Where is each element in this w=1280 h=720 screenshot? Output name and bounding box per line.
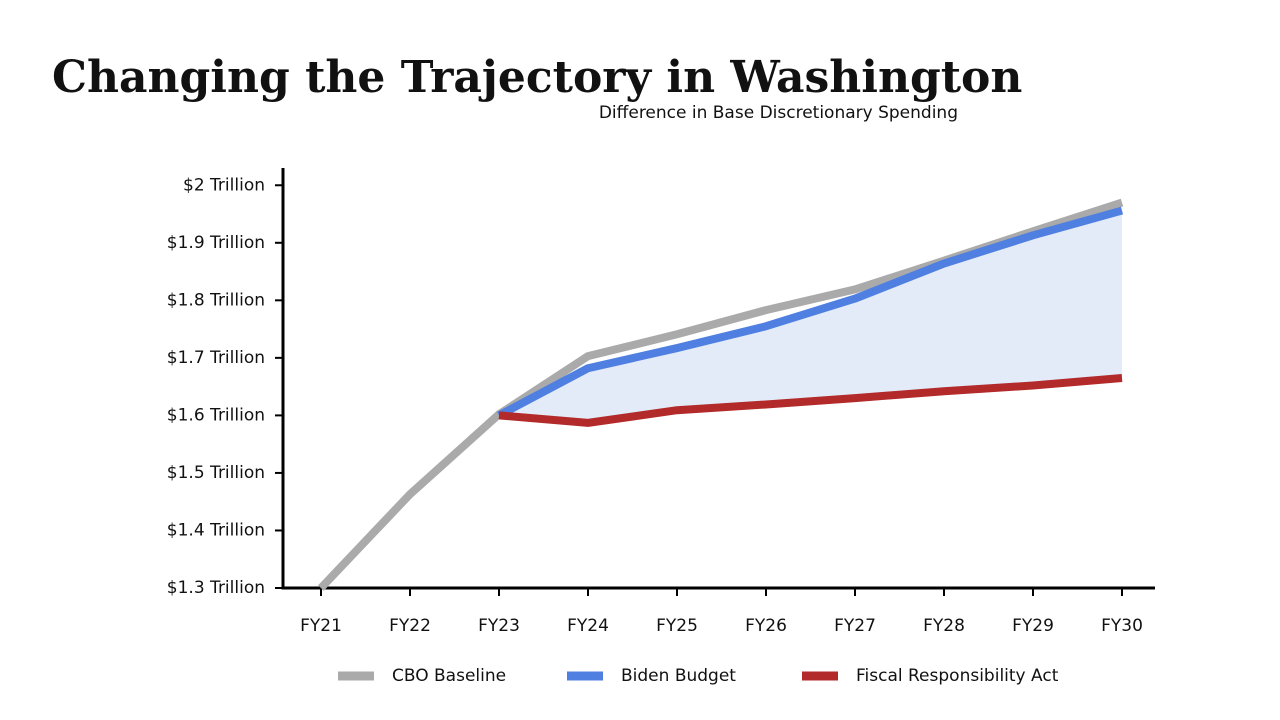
x-tick-label: FY29 xyxy=(1012,616,1054,636)
y-tick-label: $1.4 Trillion xyxy=(167,520,265,540)
legend-label: CBO Baseline xyxy=(392,666,506,686)
x-tick-label: FY22 xyxy=(389,616,431,636)
x-tick-label: FY30 xyxy=(1101,616,1143,636)
x-tick-label: FY24 xyxy=(567,616,609,636)
x-tick-label: FY26 xyxy=(745,616,787,636)
chart-title: Changing the Trajectory in Washington xyxy=(52,52,1022,103)
gap-fill xyxy=(499,210,1122,423)
y-tick-label: $2 Trillion xyxy=(183,175,265,195)
x-tick-label: FY28 xyxy=(923,616,965,636)
y-tick-label: $1.9 Trillion xyxy=(167,233,265,253)
series-line xyxy=(498,374,1123,427)
x-tick-label: FY21 xyxy=(300,616,342,636)
series-line xyxy=(497,206,1124,419)
y-tick-label: $1.8 Trillion xyxy=(167,290,265,310)
legend-label: Biden Budget xyxy=(621,666,736,686)
y-tick-label: $1.7 Trillion xyxy=(167,348,265,368)
y-tick-label: $1.5 Trillion xyxy=(167,463,265,483)
x-tick-label: FY27 xyxy=(834,616,876,636)
y-tick-label: $1.6 Trillion xyxy=(167,405,265,425)
y-tick-label: $1.3 Trillion xyxy=(167,578,265,598)
x-tick-label: FY23 xyxy=(478,616,520,636)
x-tick-label: FY25 xyxy=(656,616,698,636)
legend-label: Fiscal Responsibility Act xyxy=(856,666,1059,686)
chart-subtitle: Difference in Base Discretionary Spendin… xyxy=(599,103,958,123)
